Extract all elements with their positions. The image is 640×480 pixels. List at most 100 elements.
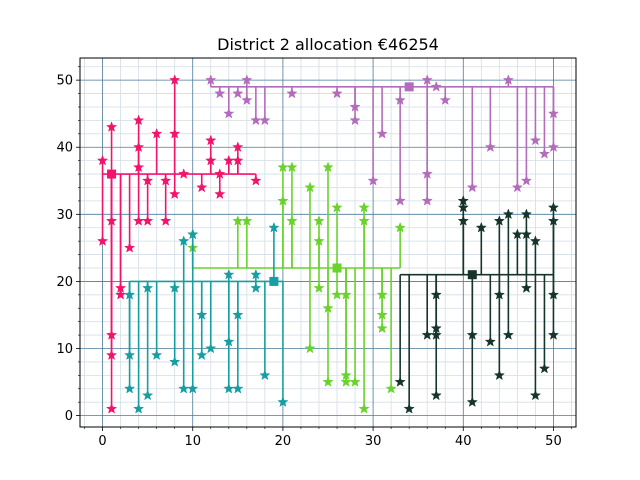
data-point-star	[385, 382, 397, 394]
data-point-star	[313, 235, 325, 246]
data-point-star	[421, 194, 433, 206]
data-point-star	[376, 309, 388, 320]
data-point-star	[349, 376, 361, 387]
data-point-star	[205, 154, 217, 166]
data-point-star	[502, 74, 514, 85]
data-point-star	[132, 161, 145, 173]
data-point-star	[430, 288, 442, 300]
data-point-star	[520, 174, 533, 186]
data-point-star	[394, 194, 406, 206]
data-point-star	[547, 141, 560, 153]
data-point-star	[439, 94, 451, 106]
data-point-star	[160, 215, 172, 226]
data-point-star	[232, 141, 244, 153]
data-point-star	[132, 114, 145, 126]
data-point-star	[187, 382, 199, 394]
hub-square-marker	[269, 276, 279, 286]
data-point-star	[322, 376, 334, 387]
data-point-star	[232, 154, 244, 166]
data-point-star	[349, 101, 361, 112]
data-point-star	[340, 288, 352, 300]
data-point-star	[520, 208, 533, 220]
data-point-star	[547, 215, 560, 226]
data-point-star	[169, 188, 181, 199]
y-tick-label: 10	[56, 342, 73, 357]
data-point-star	[547, 329, 560, 340]
data-point-star	[313, 282, 325, 293]
data-point-star	[430, 80, 442, 92]
data-point-star	[547, 201, 560, 213]
data-point-star	[232, 87, 244, 99]
data-point-star	[250, 282, 262, 293]
data-point-star	[196, 181, 208, 193]
data-point-star	[466, 329, 478, 340]
data-point-star	[232, 309, 244, 320]
data-point-star	[214, 188, 226, 199]
data-point-star	[169, 282, 181, 293]
data-point-star	[457, 215, 469, 226]
data-point-star	[259, 114, 271, 126]
data-point-star	[123, 241, 136, 253]
data-point-star	[493, 288, 505, 300]
data-point-star	[457, 201, 469, 213]
data-point-star	[466, 396, 478, 407]
data-point-star	[421, 74, 433, 85]
data-point-star	[196, 309, 208, 320]
data-point-star	[430, 329, 442, 340]
data-point-star	[96, 235, 109, 246]
data-point-star	[205, 342, 217, 354]
data-point-star	[502, 329, 514, 340]
data-point-star	[313, 215, 325, 226]
data-point-star	[529, 235, 542, 246]
data-point-star	[241, 74, 253, 85]
series-layer	[96, 74, 560, 414]
series-group	[96, 74, 262, 414]
data-point-star	[367, 174, 379, 186]
data-point-star	[169, 74, 181, 85]
data-point-star	[187, 228, 199, 240]
data-point-star	[547, 107, 560, 119]
data-point-star	[223, 107, 235, 119]
x-tick-label: 10	[184, 434, 201, 449]
y-tick-label: 40	[56, 141, 73, 156]
y-tick-label: 0	[65, 409, 73, 424]
data-point-star	[196, 349, 208, 360]
data-point-star	[259, 369, 271, 381]
axes-frame	[79, 57, 577, 428]
data-point-star	[142, 282, 154, 293]
data-point-star	[223, 335, 235, 347]
y-tick-label: 50	[56, 74, 73, 89]
data-point-star	[547, 288, 560, 300]
data-point-star	[358, 215, 370, 226]
tick-layer: 0 10 20 30 40 50 0 10 20 30 40 50	[56, 66, 572, 449]
data-point-star	[394, 376, 406, 387]
data-point-star	[123, 288, 136, 300]
data-point-star	[394, 221, 406, 233]
data-point-star	[105, 402, 118, 414]
data-point-star	[538, 362, 551, 374]
x-tick-label: 20	[275, 434, 292, 449]
data-point-star	[132, 141, 145, 153]
data-point-star	[304, 181, 316, 193]
data-point-star	[277, 194, 289, 206]
x-tick-label: 50	[545, 434, 562, 449]
data-point-star	[151, 127, 163, 139]
data-point-star	[520, 228, 533, 240]
data-point-star	[268, 221, 280, 233]
data-point-star	[205, 74, 217, 85]
data-point-star	[286, 87, 298, 99]
data-point-star	[322, 302, 334, 314]
series-group	[187, 161, 406, 414]
data-point-star	[178, 168, 190, 179]
y-tick-label: 20	[56, 275, 73, 290]
data-point-star	[132, 402, 145, 414]
data-point-star	[105, 121, 118, 132]
data-point-star	[142, 215, 154, 226]
data-point-star	[277, 396, 289, 407]
data-point-star	[529, 389, 542, 401]
data-point-star	[250, 268, 262, 280]
data-point-star	[376, 322, 388, 334]
hub-square-marker	[332, 263, 342, 273]
data-point-star	[241, 215, 253, 226]
